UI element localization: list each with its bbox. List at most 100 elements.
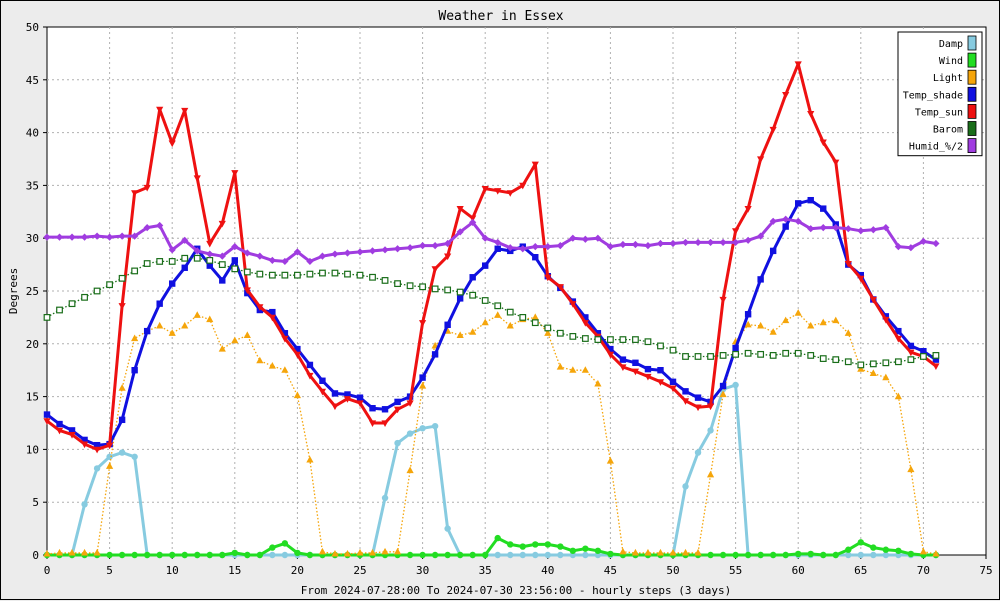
data-point [206,256,214,264]
data-point [807,352,815,359]
data-point [444,253,452,261]
data-point [356,394,364,401]
data-point [431,422,439,430]
data-point [544,329,552,336]
data-point [707,427,714,434]
data-point [419,374,426,381]
data-point [419,425,426,432]
data-point [156,221,164,230]
x-tick-label: 5 [106,564,113,577]
data-point [669,378,677,386]
data-point [118,449,126,456]
data-point [369,273,376,281]
data-point [669,548,677,556]
data-point [106,462,114,469]
data-point [156,551,163,559]
x-tick-label: 75 [979,564,992,577]
data-point [193,247,201,255]
data-point [169,551,176,559]
data-point [456,206,464,213]
data-point [519,543,526,550]
data-point [907,349,915,357]
data-point [682,353,689,360]
data-point [156,300,163,307]
data-point [406,466,414,474]
data-point [156,321,164,329]
data-point [43,549,51,557]
data-point [343,396,352,403]
y-tick-label: 20 [26,338,39,351]
data-point [606,457,614,464]
y-tick-label: 30 [26,232,39,245]
data-point [594,547,602,554]
data-point [243,331,251,338]
data-point [707,353,714,360]
data-point [381,406,389,413]
data-point [719,382,727,390]
legend-label: Temp_shade [903,90,963,101]
data-point [143,224,151,232]
data-point [769,126,777,134]
data-point [481,234,489,242]
x-tick-label: 60 [792,564,805,577]
data-point [820,205,827,212]
data-point [482,262,489,269]
data-point [193,175,201,183]
data-point [694,238,702,247]
data-point [181,107,189,115]
data-point [181,264,188,271]
data-point [456,295,464,302]
data-point [168,329,176,336]
data-point [169,280,176,287]
data-point [331,390,339,397]
data-point [81,293,88,301]
data-point [706,403,715,411]
data-point [894,243,902,251]
data-point [106,281,114,289]
data-point [531,313,539,320]
data-point [444,321,451,328]
data-point [719,390,727,398]
legend-label: Barom [933,125,963,136]
data-point [256,252,264,260]
data-point [932,549,940,557]
data-point [882,224,890,232]
data-point [644,338,652,346]
data-point [268,256,276,264]
data-point [281,271,289,279]
data-point [582,545,589,552]
data-point [794,349,802,357]
data-point [870,551,877,559]
data-point [857,539,864,546]
data-point [318,252,327,260]
data-point [218,252,226,260]
data-point [506,321,514,329]
data-point [569,234,577,242]
data-point [431,551,439,559]
legend-label: Damp [939,39,963,50]
data-point [93,232,101,240]
data-point [807,225,815,233]
x-tick-label: 30 [416,564,429,577]
x-tick-label: 25 [353,564,366,577]
data-point [43,418,51,425]
data-point [231,265,239,273]
data-point [669,346,677,354]
data-point [807,110,815,118]
data-point [219,277,226,284]
data-point [444,551,451,559]
data-point [268,314,276,322]
data-point [344,270,351,278]
data-point [318,388,327,396]
data-point [694,394,702,401]
data-point [193,254,201,262]
data-point [231,243,239,251]
data-point [882,359,890,367]
data-point [757,156,765,163]
data-point [857,275,865,283]
data-point [281,330,289,337]
legend-swatch [967,138,977,154]
data-point [657,342,664,350]
